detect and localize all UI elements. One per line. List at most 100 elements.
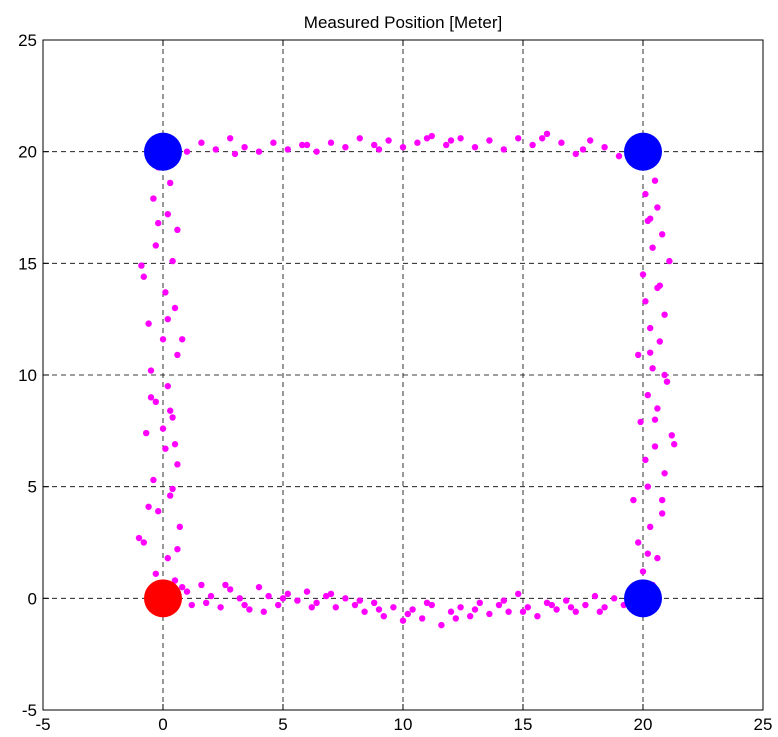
data-point	[654, 554, 661, 562]
data-point	[642, 190, 649, 198]
data-point	[654, 405, 661, 412]
data-point	[164, 554, 171, 562]
data-point	[647, 324, 654, 332]
data-point	[174, 546, 181, 553]
data-point	[241, 144, 248, 151]
data-point	[409, 606, 416, 613]
data-point	[529, 141, 536, 149]
data-point	[323, 592, 330, 600]
data-point	[270, 139, 277, 146]
data-point	[342, 144, 349, 151]
data-point	[639, 568, 647, 575]
data-point	[279, 595, 287, 602]
data-point	[486, 137, 493, 144]
data-point	[164, 211, 171, 218]
data-point	[596, 608, 603, 615]
data-point	[332, 604, 339, 611]
highlight-marker	[624, 579, 662, 618]
data-point	[169, 414, 176, 421]
data-point	[428, 601, 435, 609]
data-point	[313, 599, 320, 606]
data-point	[558, 139, 565, 146]
data-point	[174, 351, 181, 359]
data-point	[644, 550, 651, 557]
x-tick-label: 10	[394, 715, 413, 734]
data-point	[167, 407, 174, 414]
data-point	[246, 606, 253, 613]
data-point	[152, 570, 159, 577]
data-point	[587, 137, 594, 144]
data-point	[659, 496, 666, 504]
data-point	[183, 588, 191, 595]
data-point	[203, 599, 210, 606]
y-axis-ticks: -5 0 5 10 15 20 25	[18, 31, 763, 720]
data-point	[601, 604, 608, 611]
data-point	[647, 523, 654, 531]
data-point	[179, 583, 186, 591]
data-point	[659, 510, 666, 517]
data-point	[145, 320, 152, 327]
data-point	[443, 141, 450, 149]
data-point	[294, 597, 301, 604]
data-point	[171, 304, 179, 312]
x-axis-ticks: -5 0 5 10 15 20 25	[35, 40, 772, 734]
data-point	[476, 599, 483, 606]
data-point	[553, 606, 560, 613]
data-point	[661, 311, 668, 318]
data-point	[452, 615, 459, 622]
data-point	[155, 508, 162, 515]
data-point	[371, 141, 378, 149]
chart-title: Measured Position [Meter]	[304, 13, 502, 32]
y-tick-label: 25	[18, 31, 37, 50]
data-point	[308, 604, 315, 611]
data-point	[649, 244, 656, 251]
highlight-marker	[144, 579, 182, 618]
data-point	[375, 146, 383, 153]
data-points	[135, 130, 678, 629]
data-point	[183, 148, 191, 155]
data-point	[572, 608, 579, 615]
data-point	[138, 262, 145, 269]
data-point	[543, 130, 551, 137]
data-point	[164, 382, 171, 390]
data-point	[457, 604, 464, 611]
data-point	[447, 608, 455, 615]
data-point	[404, 610, 411, 618]
data-point	[438, 621, 445, 629]
data-point	[174, 226, 181, 234]
data-point	[467, 613, 474, 620]
data-point	[255, 583, 263, 591]
data-point	[255, 148, 263, 155]
y-tick-label: 0	[28, 589, 37, 608]
data-point	[500, 146, 507, 153]
data-point	[380, 613, 387, 620]
data-point	[539, 135, 546, 142]
data-point	[356, 597, 363, 604]
data-point	[260, 608, 267, 615]
data-point	[642, 456, 649, 464]
data-point	[611, 595, 618, 602]
data-point	[399, 617, 407, 624]
x-tick-label: 0	[158, 715, 167, 734]
data-point	[666, 257, 673, 265]
x-tick-label: -5	[35, 715, 50, 734]
data-point	[361, 608, 368, 615]
data-point	[227, 586, 234, 593]
data-point	[572, 150, 579, 158]
data-point	[505, 608, 512, 615]
data-point	[524, 604, 531, 611]
data-point	[635, 539, 642, 546]
data-point	[167, 179, 174, 187]
data-point	[162, 445, 169, 452]
data-point	[327, 590, 335, 598]
data-point	[179, 336, 186, 343]
data-point	[423, 599, 431, 606]
data-point	[275, 601, 282, 609]
data-point	[385, 137, 392, 144]
data-point	[486, 610, 493, 618]
data-point	[567, 604, 575, 611]
data-point	[515, 135, 522, 142]
data-point	[147, 367, 155, 374]
data-point	[207, 592, 215, 600]
y-tick-label: 5	[28, 478, 37, 497]
